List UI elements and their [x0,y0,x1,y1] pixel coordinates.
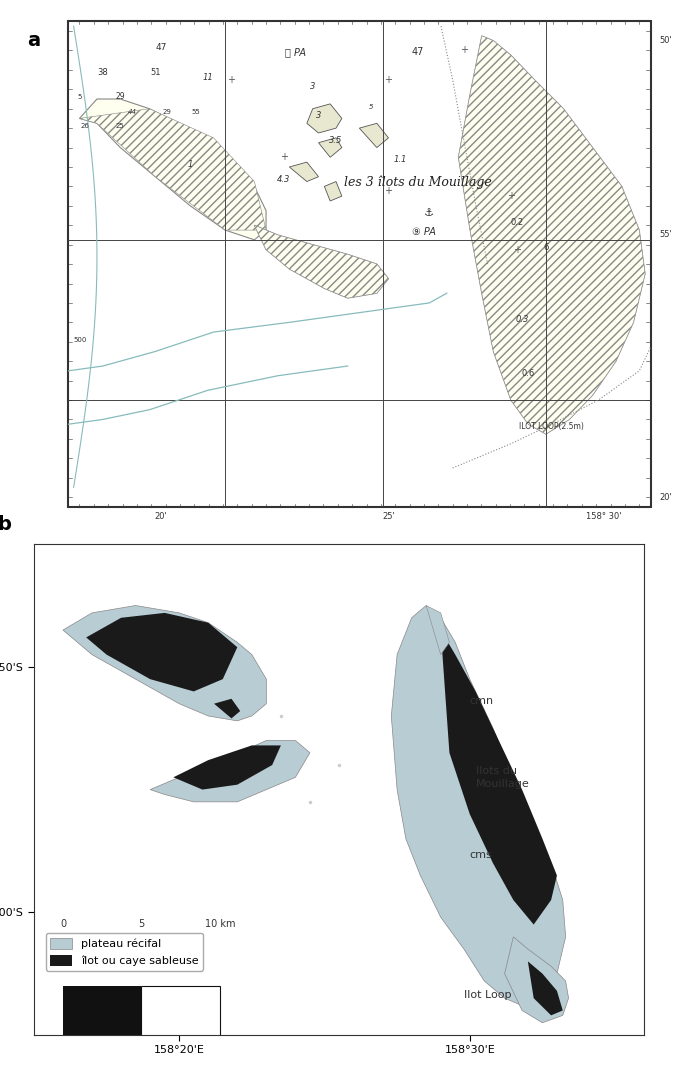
Text: 5: 5 [138,919,144,929]
Text: 51: 51 [150,67,161,77]
Text: +: + [507,191,515,201]
Bar [63,986,142,1045]
Text: +: + [279,153,287,162]
Text: a: a [27,31,40,50]
Text: 11: 11 [202,73,213,81]
Text: 4.3: 4.3 [277,175,290,184]
Text: ⚓: ⚓ [424,208,435,218]
Text: 47: 47 [155,44,167,52]
Text: 20': 20' [660,493,673,501]
Text: 44: 44 [127,109,136,114]
Text: 29: 29 [163,109,172,114]
Text: ILOT LOOP(2.5m): ILOT LOOP(2.5m) [519,423,584,431]
Polygon shape [174,746,281,790]
Polygon shape [63,605,266,721]
Legend: plateau récifal, îlot ou caye sableuse: plateau récifal, îlot ou caye sableuse [45,934,203,971]
Text: les 3 îlots du Mouillage: les 3 îlots du Mouillage [344,176,492,190]
Text: 10 km: 10 km [205,919,235,929]
Text: 55: 55 [192,109,201,114]
Polygon shape [214,699,240,718]
Text: 500: 500 [74,337,87,343]
Text: 38: 38 [98,67,108,77]
Polygon shape [79,109,266,230]
Polygon shape [319,138,342,157]
Polygon shape [324,181,342,201]
Polygon shape [528,961,563,1016]
Text: Ⓟ PA: Ⓟ PA [285,47,306,58]
Text: 0.3: 0.3 [516,316,530,324]
Text: +: + [384,187,393,196]
Text: 50': 50' [660,36,673,45]
Bar [142,986,220,1045]
Text: cms: cms [470,850,492,860]
Text: 25': 25' [382,512,395,521]
Polygon shape [441,631,557,925]
Text: 3.5: 3.5 [330,136,342,145]
Polygon shape [307,103,342,133]
Polygon shape [458,36,645,434]
Text: 26: 26 [81,123,89,129]
Polygon shape [150,740,310,802]
Text: 1: 1 [188,160,193,169]
Text: 0: 0 [60,919,66,929]
Text: 0.6: 0.6 [522,369,535,378]
Text: 55': 55' [660,230,673,239]
Text: +: + [460,46,468,55]
Text: 5: 5 [369,103,374,110]
Text: 5: 5 [77,94,81,100]
Text: cmn: cmn [470,696,494,705]
Polygon shape [359,124,388,147]
Polygon shape [504,937,569,1022]
Text: 1.1: 1.1 [393,155,407,164]
Text: 0.2: 0.2 [511,219,523,227]
Polygon shape [79,99,266,240]
Text: +: + [513,244,521,255]
Text: ⑨ PA: ⑨ PA [412,227,435,237]
Text: 158° 30': 158° 30' [586,512,622,521]
Polygon shape [86,612,237,691]
Polygon shape [254,225,388,298]
Polygon shape [458,36,645,434]
Text: 6: 6 [543,242,549,252]
Text: b: b [0,515,11,535]
Text: 20': 20' [155,512,167,521]
Polygon shape [290,162,319,181]
Text: 25: 25 [116,123,125,129]
Text: 29: 29 [115,92,125,101]
Text: Ilots du
Mouillage: Ilots du Mouillage [475,766,530,789]
Polygon shape [426,605,450,654]
Text: +: + [384,75,393,84]
Polygon shape [391,605,565,1005]
Text: Ilot Loop: Ilot Loop [464,990,511,1000]
Text: 47: 47 [412,47,424,58]
Text: 3: 3 [310,82,315,92]
Polygon shape [254,225,388,298]
Text: 3: 3 [316,111,321,121]
Text: +: + [227,75,235,84]
